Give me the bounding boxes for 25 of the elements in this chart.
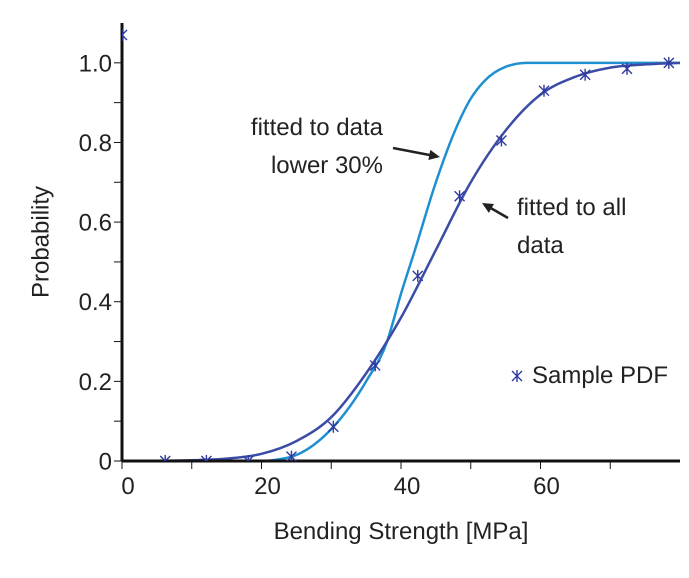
point bbox=[579, 68, 591, 82]
point bbox=[496, 134, 508, 148]
x-tick-label: 40 bbox=[394, 473, 420, 500]
y-tick-label: 0.2 bbox=[78, 368, 112, 396]
annotation: fitted to all data bbox=[517, 194, 626, 259]
x-tick-label: 0 bbox=[121, 473, 135, 500]
y-tick-label: 0.4 bbox=[78, 289, 112, 316]
point bbox=[412, 269, 424, 283]
y-tick-label: 0.6 bbox=[78, 210, 112, 237]
point bbox=[663, 56, 675, 70]
point bbox=[286, 450, 298, 461]
y-tick-label: 0.8 bbox=[78, 130, 112, 157]
y-tick-label: 0 bbox=[98, 448, 112, 476]
point bbox=[328, 420, 340, 434]
point bbox=[454, 190, 466, 203]
x-tick-label: 20 bbox=[254, 473, 281, 500]
annotation: fitted to data lower 30% bbox=[250, 114, 384, 179]
y-axis-title: Probability bbox=[28, 186, 55, 298]
point bbox=[369, 358, 381, 372]
x-tick-label: 60 bbox=[533, 473, 560, 500]
x-axis-title: Bending Strength [MPa] bbox=[274, 518, 528, 545]
point bbox=[621, 62, 633, 76]
point bbox=[538, 84, 550, 98]
y-tick-label: 1.0 bbox=[78, 50, 112, 78]
legend-label: Sample PDF bbox=[532, 362, 668, 390]
